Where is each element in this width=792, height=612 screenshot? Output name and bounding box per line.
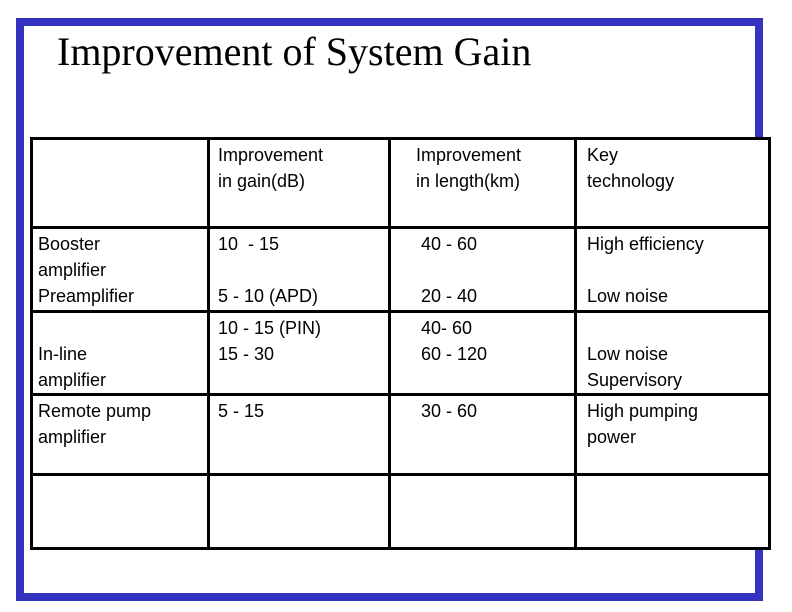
- table-cell: 5 - 15: [207, 393, 391, 476]
- cell-line: 40- 60: [416, 318, 473, 338]
- cell-line: 10 - 15: [218, 234, 280, 254]
- amplifier-comparison-table: Improvement in gain(dB) Improvement in leng…: [30, 137, 771, 550]
- cell-line: power: [587, 427, 637, 447]
- cell-line: 15 - 30: [218, 344, 275, 364]
- table-cell: 10 - 15 5 - 10 (APD): [207, 226, 391, 313]
- cell-line: [416, 257, 572, 283]
- header-cell: [30, 137, 210, 229]
- table-cell: 30 - 60: [388, 393, 577, 476]
- cell-line: 30 - 60: [416, 401, 478, 421]
- table-row: [30, 473, 771, 550]
- table-cell: [207, 473, 391, 550]
- cell-line: Supervisory: [587, 370, 683, 390]
- cell-line: Low noise: [587, 286, 669, 306]
- cell-line: 5 - 10 (APD): [218, 286, 319, 306]
- table-cell: High pumping power: [574, 393, 771, 476]
- cell-line: 5 - 15: [218, 401, 265, 421]
- table-cell: High efficiency Low noise: [574, 226, 771, 313]
- cell-line: technology: [587, 171, 675, 191]
- table-cell: [388, 473, 577, 550]
- cell-line: Key: [587, 145, 619, 165]
- cell-line: Remote pump: [38, 401, 152, 421]
- header-cell: Key technology: [574, 137, 771, 229]
- table-cell: Remote pump amplifier: [30, 393, 210, 476]
- cell-line: in gain(dB): [218, 171, 306, 191]
- table-cell: [30, 473, 210, 550]
- cell-line: [587, 257, 766, 283]
- table-body: Booster amplifier Preamplifier 10 - 15 5 - 1…: [30, 226, 771, 550]
- cell-line: amplifier: [38, 427, 107, 447]
- table-cell: In-line amplifier: [30, 310, 210, 396]
- table-header: Improvement in gain(dB) Improvement in leng…: [30, 137, 771, 229]
- cell-line: In-line: [38, 344, 88, 364]
- cell-line: 40 - 60: [416, 234, 478, 254]
- cell-line: amplifier: [38, 260, 107, 280]
- slide-title: Improvement of System Gain: [57, 29, 532, 74]
- table-cell: [574, 473, 771, 550]
- table-cell: 40- 60 60 - 120: [388, 310, 577, 396]
- cell-line: [218, 257, 386, 283]
- cell-line: in length(km): [416, 171, 521, 191]
- cell-line: amplifier: [38, 370, 107, 390]
- cell-line: Low noise: [587, 344, 669, 364]
- table-row: Remote pump amplifier 5 - 15 30 - 60 High p…: [30, 393, 771, 476]
- cell-line: High pumping: [587, 401, 699, 421]
- table-cell: Low noise Supervisory: [574, 310, 771, 396]
- cell-line: 20 - 40: [416, 286, 478, 306]
- table-row: Booster amplifier Preamplifier 10 - 15 5 - 1…: [30, 226, 771, 313]
- cell-line: Improvement: [416, 145, 522, 165]
- cell-line: [587, 315, 766, 341]
- table-cell: Booster amplifier Preamplifier: [30, 226, 210, 313]
- header-cell: Improvement in gain(dB): [207, 137, 391, 229]
- table-cell: 10 - 15 (PIN) 15 - 30: [207, 310, 391, 396]
- table-row: Improvement in gain(dB) Improvement in leng…: [30, 137, 771, 229]
- table-cell: 40 - 60 20 - 40: [388, 226, 577, 313]
- cell-line: Preamplifier: [38, 286, 135, 306]
- cell-line: 60 - 120: [416, 344, 488, 364]
- cell-line: 10 - 15 (PIN): [218, 318, 322, 338]
- cell-line: Booster: [38, 234, 101, 254]
- table-row: In-line amplifier 10 - 15 (PIN) 15 - 30 40-…: [30, 310, 771, 396]
- cell-line: [38, 315, 205, 341]
- cell-line: High efficiency: [587, 234, 704, 254]
- cell-line: Improvement: [218, 145, 324, 165]
- header-cell: Improvement in length(km): [388, 137, 577, 229]
